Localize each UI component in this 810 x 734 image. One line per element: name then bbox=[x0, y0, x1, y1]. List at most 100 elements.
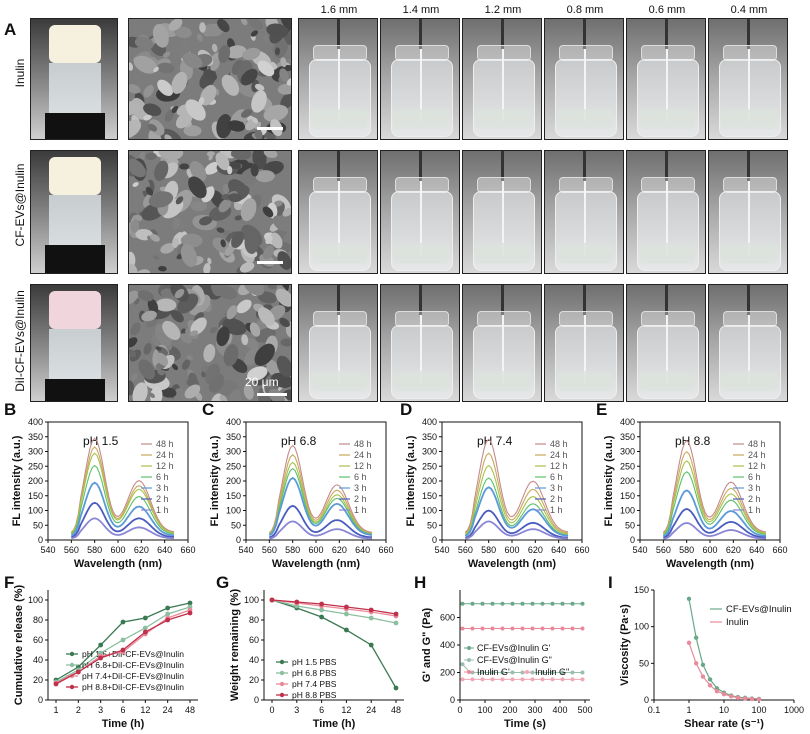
y-tick-label: 150 bbox=[422, 491, 437, 501]
x-axis-label: Time (h) bbox=[102, 718, 145, 730]
data-point bbox=[120, 637, 126, 643]
data-point bbox=[540, 670, 545, 675]
x-tick-label: 640 bbox=[551, 545, 566, 555]
spectrum-line bbox=[70, 464, 175, 535]
data-point bbox=[294, 599, 300, 605]
y-tick-label: 0 bbox=[38, 695, 43, 705]
y-tick-label: 40 bbox=[33, 655, 43, 665]
data-point bbox=[510, 626, 515, 631]
x-tick-label: 48 bbox=[185, 705, 195, 715]
data-point bbox=[693, 661, 699, 666]
spectrum-line bbox=[465, 509, 569, 539]
data-point bbox=[319, 614, 324, 620]
y-tick-label: 0 bbox=[254, 695, 259, 705]
data-point bbox=[368, 607, 374, 613]
data-point bbox=[728, 694, 734, 699]
data-point bbox=[490, 677, 495, 682]
legend-entry: CF-EVs@Inulin bbox=[726, 604, 792, 615]
y-tick-label: 300 bbox=[28, 447, 43, 457]
y-tick-label: 600 bbox=[440, 613, 455, 623]
data-point bbox=[120, 647, 126, 653]
y-tick-label: 50 bbox=[427, 520, 437, 530]
needle-extrusion-photo bbox=[380, 150, 460, 274]
y-tick-label: 200 bbox=[620, 476, 635, 486]
data-point bbox=[269, 597, 275, 603]
y-tick-label: 100 bbox=[28, 506, 43, 516]
column-header-3: 1.2 mm bbox=[484, 4, 522, 16]
x-tick-label: 300 bbox=[527, 705, 542, 715]
needle-extrusion-photo bbox=[544, 150, 624, 274]
data-point bbox=[580, 677, 585, 682]
legend-entry: pH 8.8 PBS bbox=[292, 690, 337, 700]
y-axis-label: FL intensity (a.u.) bbox=[603, 435, 615, 526]
data-point bbox=[460, 662, 465, 667]
legend-entry: 1 h bbox=[354, 505, 367, 515]
data-point bbox=[165, 605, 171, 611]
spectrum-line bbox=[269, 504, 373, 539]
y-tick-label: 200 bbox=[28, 476, 43, 486]
y-axis-label: Viscosity (Pa·s) bbox=[619, 604, 631, 686]
legend-entry: CF-EVs@Inulin G" bbox=[477, 655, 552, 665]
y-axis-label: Weight remaining (%) bbox=[229, 589, 241, 702]
data-point bbox=[707, 683, 713, 688]
data-point bbox=[686, 596, 692, 601]
spectrum-line bbox=[70, 452, 175, 534]
y-tick-label: 20 bbox=[33, 675, 43, 685]
x-tick-label: 3 bbox=[294, 705, 299, 715]
data-point bbox=[560, 601, 565, 606]
legend-entry: pH 8.8+DiI-CF-EVs@Inulin bbox=[82, 682, 184, 692]
data-point bbox=[520, 677, 525, 682]
legend-marker bbox=[467, 670, 471, 674]
data-point bbox=[749, 696, 755, 702]
legend-entry: 3 h bbox=[354, 483, 367, 493]
x-tick-label: 620 bbox=[332, 545, 347, 555]
needle-extrusion-photo bbox=[544, 18, 624, 140]
spectrum-line bbox=[464, 486, 569, 537]
legend-marker bbox=[467, 658, 471, 662]
y-tick-label: 0 bbox=[432, 535, 437, 545]
column-header-4: 0.8 mm bbox=[566, 4, 604, 16]
legend-marker bbox=[279, 681, 285, 687]
x-axis-label: Wavelength (nm) bbox=[468, 558, 557, 570]
data-point bbox=[142, 625, 148, 631]
inverted-vial-photo bbox=[30, 18, 118, 140]
data-point bbox=[480, 670, 485, 675]
data-point bbox=[550, 677, 555, 682]
y-tick-label: 20 bbox=[249, 675, 259, 685]
spectrum-line bbox=[464, 464, 569, 535]
data-point bbox=[570, 670, 575, 675]
data-point bbox=[500, 601, 505, 606]
spectrum-line bbox=[70, 481, 175, 537]
data-point bbox=[540, 677, 545, 682]
y-tick-label: 400 bbox=[440, 640, 455, 650]
x-tick-label: 0 bbox=[269, 705, 274, 715]
needle-extrusion-photo bbox=[462, 150, 542, 274]
legend-entry: 48 h bbox=[156, 439, 174, 449]
spectrum-line bbox=[71, 517, 175, 540]
x-axis-label: Shear rate (s⁻¹) bbox=[684, 718, 764, 730]
x-tick-label: 560 bbox=[458, 545, 473, 555]
spectrum-line bbox=[662, 489, 767, 538]
legend-marker bbox=[467, 646, 471, 650]
y-tick-label: 400 bbox=[28, 417, 43, 427]
panel-label-b: B bbox=[4, 400, 17, 419]
spectrum-line bbox=[268, 461, 373, 535]
data-point bbox=[393, 611, 399, 617]
legend-marker bbox=[69, 684, 75, 690]
spectrum-line bbox=[70, 446, 175, 534]
x-tick-label: 12 bbox=[140, 705, 150, 715]
legend-marker bbox=[525, 670, 529, 674]
series-line bbox=[271, 599, 397, 617]
data-point bbox=[520, 601, 525, 606]
y-tick-label: 400 bbox=[422, 417, 437, 427]
panel-label-f: F bbox=[4, 573, 15, 592]
x-tick-label: 540 bbox=[238, 545, 253, 555]
column-header-2: 1.4 mm bbox=[402, 4, 440, 16]
legend-entry: 24 h bbox=[748, 450, 766, 460]
data-point bbox=[165, 611, 171, 617]
legend-marker bbox=[279, 692, 285, 698]
inverted-vial-photo bbox=[30, 150, 118, 274]
legend-entry: 3 h bbox=[156, 483, 169, 493]
legend-entry: 3 h bbox=[748, 483, 761, 493]
y-tick-label: 100 bbox=[226, 506, 241, 516]
